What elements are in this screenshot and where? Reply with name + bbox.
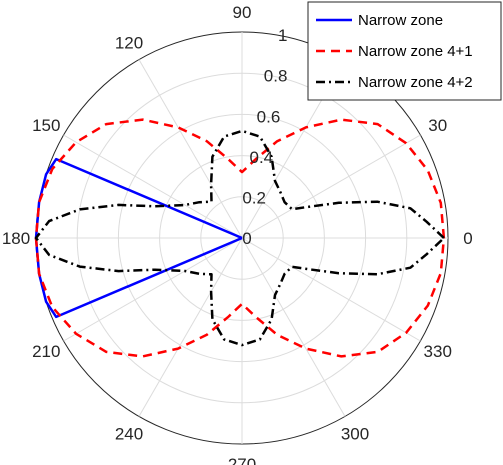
- angular-spoke: [138, 237, 243, 417]
- radius-tick-label: 1: [278, 26, 287, 45]
- radius-tick-label: 0.6: [257, 107, 281, 126]
- angle-tick-label: 210: [32, 342, 60, 361]
- angle-tick-label: 120: [115, 33, 143, 52]
- angular-spoke: [63, 134, 243, 239]
- angle-tick-label: 330: [424, 342, 452, 361]
- legend-label: Narrow zone 4+2: [358, 74, 473, 91]
- angle-tick-label: 90: [233, 3, 252, 22]
- legend-box: [307, 1, 502, 101]
- angle-tick-label: 240: [115, 425, 143, 444]
- angle-tick-label: 150: [32, 116, 60, 135]
- angle-tick-label: 270: [228, 455, 256, 465]
- angular-spoke: [241, 237, 421, 342]
- angle-tick-label: 30: [428, 116, 447, 135]
- angular-spoke: [63, 237, 243, 342]
- legend-label: Narrow zone: [358, 12, 443, 29]
- series-layer: [34, 118, 446, 358]
- series-line: [34, 129, 445, 347]
- axis-labels: 0 30 90 120 150 180 210 240 270 300 330 0 0.2 0.4 0.6 0…: [2, 3, 473, 465]
- radius-tick-label: 0.4: [249, 148, 273, 167]
- radius-tick-label: 0.2: [242, 188, 266, 207]
- angular-spoke: [138, 59, 243, 239]
- radius-tick-label: 0: [242, 229, 251, 248]
- angle-tick-label: 0: [463, 229, 472, 248]
- radius-tick-label: 0.8: [264, 67, 288, 86]
- legend-label: Narrow zone 4+1: [358, 43, 473, 60]
- angular-spoke: [241, 237, 346, 417]
- angle-tick-label: 300: [341, 425, 369, 444]
- legend: Narrow zone Narrow zone 4+1 Narrow zone 4+…: [307, 1, 502, 101]
- angle-tick-label: 180: [2, 229, 30, 248]
- angular-spoke: [241, 134, 421, 239]
